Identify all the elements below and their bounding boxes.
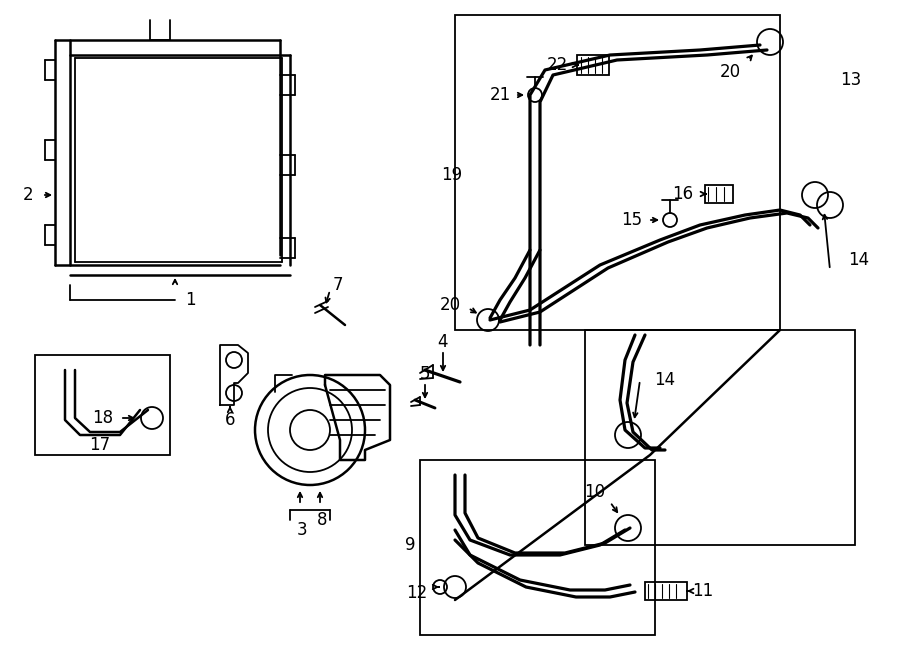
Text: 21: 21 [490,86,510,104]
Text: 22: 22 [546,56,568,74]
Text: 2: 2 [22,186,33,204]
Bar [705,185,733,203]
Text: 20: 20 [719,63,741,81]
Text: 13: 13 [840,71,861,89]
Bar [420,460,655,635]
Text: 9: 9 [406,536,416,554]
Text: 16: 16 [672,185,694,203]
Text: 8: 8 [317,511,328,529]
Text: 12: 12 [407,584,428,602]
Bar [585,330,855,545]
Text: 20: 20 [439,296,461,314]
Text: 11: 11 [692,582,714,600]
Text: 4: 4 [437,333,448,351]
Text: 6: 6 [225,411,235,429]
Text: 14: 14 [654,371,676,389]
Text: 17: 17 [89,436,111,454]
Text: 15: 15 [621,211,643,229]
Text: 10: 10 [584,483,606,501]
Text: 18: 18 [93,409,113,427]
Text: 5: 5 [419,365,430,383]
Bar [455,15,780,330]
Text: 3: 3 [297,521,307,539]
Bar [35,355,170,455]
Text: 7: 7 [333,276,343,294]
Text: 1: 1 [185,291,195,309]
Text: 19: 19 [441,166,462,184]
Text: 14: 14 [848,251,869,269]
Bar [645,582,687,600]
Bar [577,55,609,75]
